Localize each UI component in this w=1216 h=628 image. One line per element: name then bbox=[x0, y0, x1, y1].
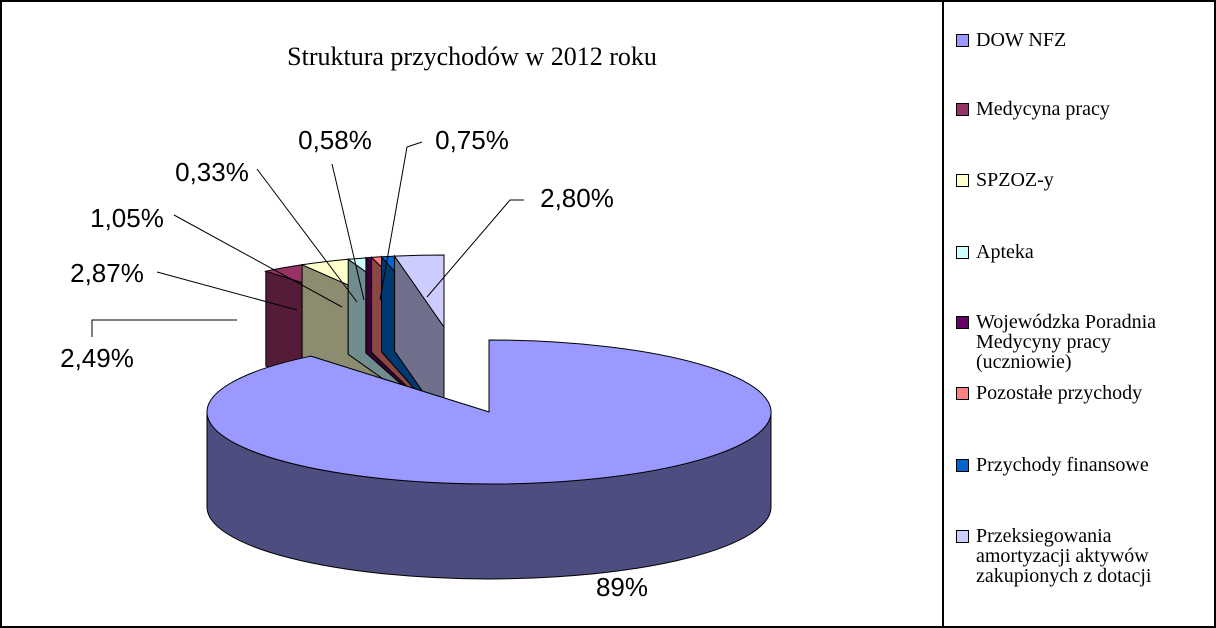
data-label: 2,49% bbox=[60, 343, 134, 373]
leader-line bbox=[156, 271, 298, 311]
legend-item: Przychody finansowe bbox=[956, 454, 1206, 476]
data-label: 0,58% bbox=[298, 125, 372, 155]
data-label: 0,75% bbox=[435, 125, 509, 155]
legend-item: Apteka bbox=[956, 241, 1206, 263]
legend-label: DOW NFZ bbox=[976, 29, 1067, 51]
data-label: 2,87% bbox=[70, 258, 144, 288]
leader-line bbox=[173, 214, 343, 308]
legend-label: Wojewódzka Poradnia Medycyny pracy (uczn… bbox=[976, 311, 1156, 373]
slice bbox=[206, 339, 772, 485]
data-label: 2,80% bbox=[540, 183, 614, 213]
legend-swatch bbox=[956, 459, 969, 472]
legend-label: Pozostałe przychody bbox=[976, 382, 1143, 404]
data-label: 1,05% bbox=[90, 203, 164, 233]
legend-swatch bbox=[956, 103, 969, 116]
legend-item: SPZOZ-y bbox=[956, 169, 1206, 191]
legend-label: SPZOZ-y bbox=[976, 169, 1054, 191]
legend-label: Przeksiegowania amortyzacji aktywów zaku… bbox=[976, 525, 1152, 587]
leader-line bbox=[91, 319, 237, 337]
legend-swatch bbox=[956, 246, 969, 259]
data-label: 89% bbox=[596, 572, 648, 602]
slice bbox=[393, 254, 445, 329]
legend-swatch bbox=[956, 34, 969, 47]
legend: DOW NFZ Medycyna pracy SPZOZ-y Apteka Wojewó… bbox=[942, 2, 1214, 626]
chart-title: Struktura przychodów w 2012 roku bbox=[287, 42, 657, 71]
legend-item: Pozostałe przychody bbox=[956, 382, 1206, 404]
legend-item: Przeksiegowania amortyzacji aktywów zaku… bbox=[956, 525, 1206, 587]
legend-label: Apteka bbox=[976, 241, 1034, 263]
leader-line bbox=[379, 141, 423, 301]
legend-label: Medycyna pracy bbox=[976, 98, 1110, 120]
legend-swatch bbox=[956, 316, 969, 329]
leader-line bbox=[426, 199, 524, 298]
leader-line bbox=[256, 168, 358, 303]
data-label: 0,33% bbox=[175, 157, 249, 187]
legend-item: Wojewódzka Poradnia Medycyny pracy (uczn… bbox=[956, 311, 1206, 373]
legend-item: Medycyna pracy bbox=[956, 98, 1206, 120]
legend-swatch bbox=[956, 174, 969, 187]
chart: Struktura przychodów w 2012 roku 89% 2,49… bbox=[60, 42, 772, 602]
legend-label: Przychody finansowe bbox=[976, 454, 1149, 476]
legend-swatch bbox=[956, 387, 969, 400]
leader-line bbox=[331, 163, 365, 301]
legend-swatch bbox=[956, 530, 969, 543]
legend-item: DOW NFZ bbox=[956, 29, 1206, 51]
